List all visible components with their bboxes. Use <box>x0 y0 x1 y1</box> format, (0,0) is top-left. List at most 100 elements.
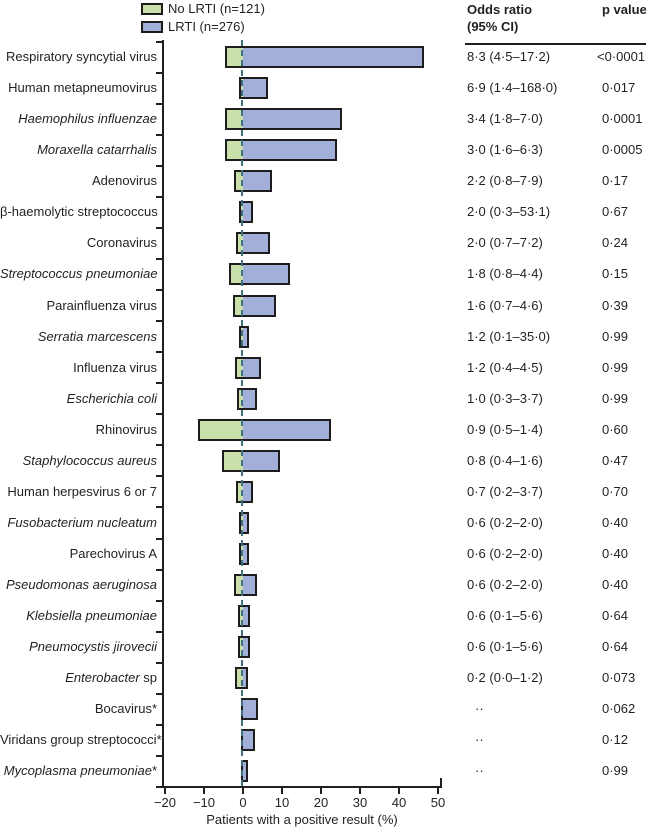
row-label: Adenovirus <box>91 173 157 189</box>
lrti-bar-segment <box>242 141 335 160</box>
odds-ratio-value: 1·0 (0·3–3·7) <box>467 390 543 406</box>
p-value: 0·60 <box>602 421 629 437</box>
lrti-bar-segment <box>242 607 248 626</box>
y-tick <box>156 195 162 198</box>
odds-ratio-value: 2·2 (0·8–7·9) <box>467 173 543 189</box>
p-value: 0·39 <box>602 297 629 313</box>
y-tick <box>156 506 162 509</box>
x-tick-label: 10 <box>274 795 290 810</box>
odds-ratio-value: 0·2 (0·0–1·2) <box>467 670 543 686</box>
x-tick-label: 20 <box>313 795 329 810</box>
bar-group <box>236 480 253 503</box>
bar-group <box>241 698 258 721</box>
lrti-bar-segment <box>242 482 251 501</box>
lrti-bar-segment <box>242 420 329 439</box>
no-lrti-bar-segment <box>237 358 243 377</box>
lrti-bar-segment <box>242 576 256 594</box>
y-tick <box>156 40 162 43</box>
row-label: Staphylococcus aureus <box>22 452 157 468</box>
odds-ratio-value: 0·8 (0·4–1·6) <box>467 452 543 468</box>
p-value: 0·062 <box>602 701 636 717</box>
no-lrti-bar-segment <box>236 172 243 191</box>
row-label: Haemophilus influenzae <box>18 111 157 127</box>
p-value: 0·70 <box>602 483 629 499</box>
row-label: Influenza virus <box>73 359 157 375</box>
odds-ratio-value: 2·0 (0·3–53·1) <box>467 204 551 220</box>
lrti-bar-segment <box>242 172 271 191</box>
legend-swatch-lrti <box>141 21 163 33</box>
odds-ratio-value: 1·6 (0·7–4·6) <box>467 297 543 313</box>
odds-ratio-value: 8·3 (4·5–17·2) <box>467 49 551 64</box>
lrti-bar-segment <box>242 203 251 222</box>
row-label: Escherichia coli <box>66 390 157 406</box>
legend-label-no-lrti: No LRTI (n=121) <box>168 1 265 16</box>
p-value-header: p value <box>602 2 646 17</box>
odds-ratio-value: 0·6 (0·1–5·6) <box>467 639 543 655</box>
row-label: Coronavirus <box>86 235 157 251</box>
odds-ratio-header-line1: Odds ratio <box>467 2 533 17</box>
bar-group <box>234 170 273 193</box>
no-lrti-bar-segment <box>237 234 243 253</box>
odds-ratio-value: 6·9 (1·4–168·0) <box>467 80 558 96</box>
y-tick <box>156 630 162 633</box>
odds-ratio-value: ·· <box>475 732 484 748</box>
p-value: 0·99 <box>602 359 629 375</box>
header-divider <box>465 43 646 45</box>
odds-ratio-value: 3·0 (1·6–6·3) <box>467 142 543 158</box>
x-tick <box>398 788 400 794</box>
p-value: 0·40 <box>602 514 629 530</box>
bar-group <box>225 46 425 68</box>
p-value: <0·0001 <box>597 49 646 64</box>
row-label: Respiratory syncytial virus <box>6 49 157 64</box>
lrti-bar-segment <box>242 327 247 346</box>
row-label: Fusobacterium nucleatum <box>7 514 157 530</box>
lrti-bar-segment <box>242 48 423 66</box>
y-axis-line <box>162 40 164 788</box>
x-tick-label: 50 <box>430 795 446 810</box>
p-value: 0·99 <box>602 763 629 779</box>
odds-ratio-value: 1·2 (0·1–35·0) <box>467 328 551 344</box>
no-lrti-bar-segment <box>227 110 243 129</box>
p-value: 0·99 <box>602 328 629 344</box>
no-lrti-bar-segment <box>223 451 243 470</box>
no-lrti-bar-segment <box>200 420 243 439</box>
odds-ratio-value: 0·6 (0·1–5·6) <box>467 608 543 624</box>
y-tick <box>156 568 162 571</box>
row-label: Streptococcus pneumoniae <box>0 266 158 282</box>
x-tick <box>203 788 205 794</box>
x-axis-end-cap <box>440 778 442 786</box>
bar-group <box>233 574 258 596</box>
p-value: 0·0005 <box>602 142 643 158</box>
zero-reference-line <box>241 40 243 786</box>
no-lrti-bar-segment <box>236 669 243 688</box>
odds-ratio-header-line2: (95% CI) <box>467 19 519 34</box>
lrti-bar-segment <box>242 358 259 377</box>
odds-ratio-value: 3·4 (1·8–7·0) <box>467 111 543 127</box>
odds-ratio-value: 0·6 (0·2–2·0) <box>467 514 543 530</box>
row-label: Human herpesvirus 6 or 7 <box>7 483 157 499</box>
bar-group <box>225 108 343 131</box>
lrti-bar-segment <box>242 110 341 129</box>
p-value: 0·15 <box>602 266 629 282</box>
no-lrti-bar-segment <box>235 296 243 315</box>
bar-group <box>235 356 261 379</box>
lrti-bar-segment <box>243 762 246 781</box>
bar-group <box>198 418 331 441</box>
row-label: Mycoplasma pneumoniae* <box>3 763 157 779</box>
odds-ratio-value: 0·7 (0·2–3·7) <box>467 483 543 499</box>
odds-ratio-value: 0·9 (0·5–1·4) <box>467 421 543 437</box>
legend-swatch-no-lrti <box>141 3 163 15</box>
row-label: Viridans group streptococci* <box>0 732 162 748</box>
x-tick-label: 0 <box>239 795 247 810</box>
y-tick <box>156 444 162 447</box>
lrti-bar-segment <box>242 545 247 563</box>
y-tick <box>156 226 162 229</box>
no-lrti-bar-segment <box>231 265 243 284</box>
p-value: 0·24 <box>602 235 629 251</box>
odds-ratio-value: 0·6 (0·2–2·0) <box>467 546 543 561</box>
y-tick <box>156 71 162 74</box>
odds-ratio-value: ·· <box>475 763 484 779</box>
p-value: 0·12 <box>602 732 629 748</box>
y-tick <box>156 133 162 136</box>
